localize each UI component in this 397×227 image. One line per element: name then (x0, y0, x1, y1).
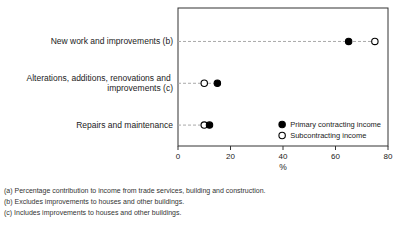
category-label: New work and improvements (b) (51, 36, 174, 46)
footnote: (a) Percentage contribution to income fr… (4, 187, 266, 195)
category-label-line: Repairs and maintenance (76, 120, 173, 130)
chart: 0 20 40 60 80% Repairs and maintenance Alterat… (0, 0, 397, 227)
legend-marker (279, 132, 285, 138)
legend-label: Subcontracting income (290, 131, 366, 140)
category-label: Repairs and maintenance (76, 120, 173, 130)
guide-line (178, 83, 217, 84)
legend: Primary contracting income Subcontracting… (279, 120, 381, 140)
dot (214, 80, 220, 86)
dot (201, 80, 207, 86)
x-tick (283, 146, 284, 150)
x-tick-label: 0 (176, 152, 181, 161)
category-label-line: improvements (c) (107, 83, 173, 93)
dot (372, 38, 378, 44)
footnote: (c) Includes improvements to houses and … (4, 209, 181, 217)
x-tick-label: 60 (331, 152, 340, 161)
x-tick (388, 146, 389, 150)
category-label: Alterations, additions, renovations and … (27, 73, 174, 93)
x-tick (230, 146, 231, 150)
x-tick (178, 146, 179, 150)
category-label-line: New work and improvements (b) (51, 36, 174, 46)
x-tick-label: 20 (226, 152, 235, 161)
x-axis-label: % (279, 162, 287, 172)
x-tick-label: 80 (384, 152, 393, 161)
x-tick-label: 40 (279, 152, 288, 161)
legend-label: Primary contracting income (290, 120, 381, 129)
dot (206, 122, 212, 128)
x-tick (335, 146, 336, 150)
footnote: (b) Excludes improvements to houses and … (4, 198, 184, 206)
plot-area (178, 38, 378, 128)
dot (345, 38, 351, 44)
legend-marker (279, 121, 285, 127)
category-label-line: Alterations, additions, renovations and (27, 73, 173, 83)
plot-frame (178, 8, 388, 146)
